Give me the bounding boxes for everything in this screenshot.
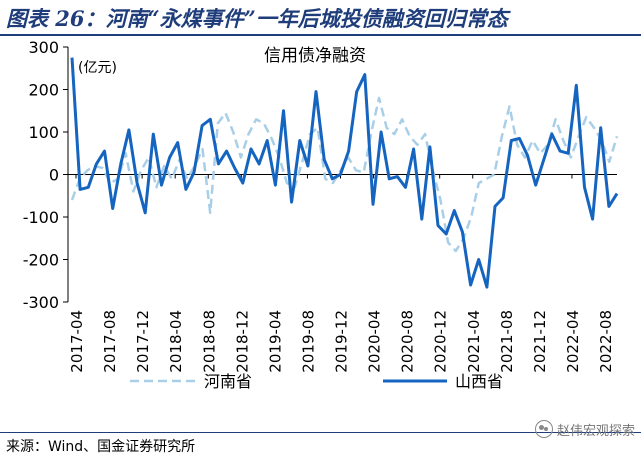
figure-title: 图表 26：河南“永煤事件”一年后城投债融资回归常态 xyxy=(6,6,508,31)
series-line-henan xyxy=(70,96,619,253)
x-tick-label: 2017-08 xyxy=(101,310,119,373)
x-tick-label: 2018-12 xyxy=(233,310,251,373)
x-tick-label: 2018-08 xyxy=(200,310,218,373)
x-tick-label: 2019-12 xyxy=(333,310,351,373)
x-tick-label: 2018-04 xyxy=(167,310,185,373)
y-tick-label: -300 xyxy=(23,293,59,312)
wechat-icon xyxy=(534,420,553,438)
x-tick-label: 2020-04 xyxy=(366,310,384,373)
y-tick-label: -200 xyxy=(23,251,59,270)
x-tick-label: 2022-04 xyxy=(564,310,582,373)
y-tick-label: 200 xyxy=(28,81,59,100)
y-tick-label: 300 xyxy=(28,38,59,57)
chart: 300 200 100 0 -100 -200 -300 2017-04 2017-08 2017… xyxy=(23,38,619,391)
x-tick-label: 2021-12 xyxy=(531,310,549,373)
source-note: 来源：Wind、国金证券研究所 xyxy=(6,439,196,455)
series-line-shanxi xyxy=(70,57,619,289)
x-tick-label: 2022-08 xyxy=(597,310,615,373)
legend-label-henan: 河南省 xyxy=(204,372,252,391)
y-axis-unit-label: (亿元) xyxy=(78,60,117,76)
y-tick-label: 100 xyxy=(28,123,59,142)
x-tick-label: 2017-04 xyxy=(68,310,86,373)
watermark-text: 赵伟宏观探索 xyxy=(556,424,635,439)
series-layer xyxy=(70,57,619,289)
y-tick-label: -100 xyxy=(23,208,59,227)
chart-title: 信用债净融资 xyxy=(264,46,366,66)
x-tick-label: 2020-12 xyxy=(432,310,450,373)
axes-layer: 300 200 100 0 -100 -200 -300 2017-04 2017-08 2017… xyxy=(23,38,617,373)
x-tick-label: 2019-08 xyxy=(299,310,317,373)
bottom-rule xyxy=(0,432,641,433)
x-tick-label: 2020-08 xyxy=(399,310,417,373)
x-tick-label: 2021-08 xyxy=(498,310,516,373)
x-tick-label: 2019-04 xyxy=(266,310,284,373)
legend-label-shanxi: 山西省 xyxy=(455,372,503,391)
watermark: 赵伟宏观探索 xyxy=(534,420,635,439)
x-tick-label: 2017-12 xyxy=(134,310,152,373)
legend: 河南省 山西省 xyxy=(130,372,503,391)
y-tick-label: 0 xyxy=(49,166,59,185)
title-bar: 图表 26：河南“永煤事件”一年后城投债融资回归常态 xyxy=(0,0,641,34)
x-tick-label: 2021-04 xyxy=(465,310,483,373)
title-rule xyxy=(0,34,641,36)
